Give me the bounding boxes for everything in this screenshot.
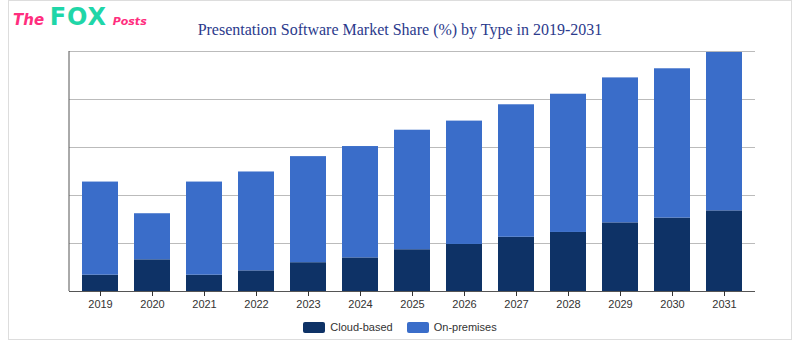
html-text:Posts: Posts [112,15,147,28]
svg-text:2019: 2019 [88,298,112,310]
svg-text:2028: 2028 [556,298,580,310]
svg-text:2029: 2029 [608,298,632,310]
html-text:Cloud-based: Cloud-based [330,321,393,333]
svg-text:2031: 2031 [712,298,736,310]
svg-text:2023: 2023 [296,298,320,310]
html-text:On-premises: On-premises [433,321,497,333]
html-text:Presentation Software Market S: Presentation Software Market Share (%) b… [197,21,603,38]
svg-text:2026: 2026 [452,298,476,310]
svg-text:2024: 2024 [348,298,372,310]
svg-text:2030: 2030 [660,298,684,310]
svg-text:2025: 2025 [400,298,424,310]
svg-text:2022: 2022 [244,298,268,310]
svg-text:2021: 2021 [192,298,216,310]
svg-text:2027: 2027 [504,298,528,310]
html-text:The FOX: The FOX [13,3,108,31]
svg-text:2020: 2020 [140,298,164,310]
